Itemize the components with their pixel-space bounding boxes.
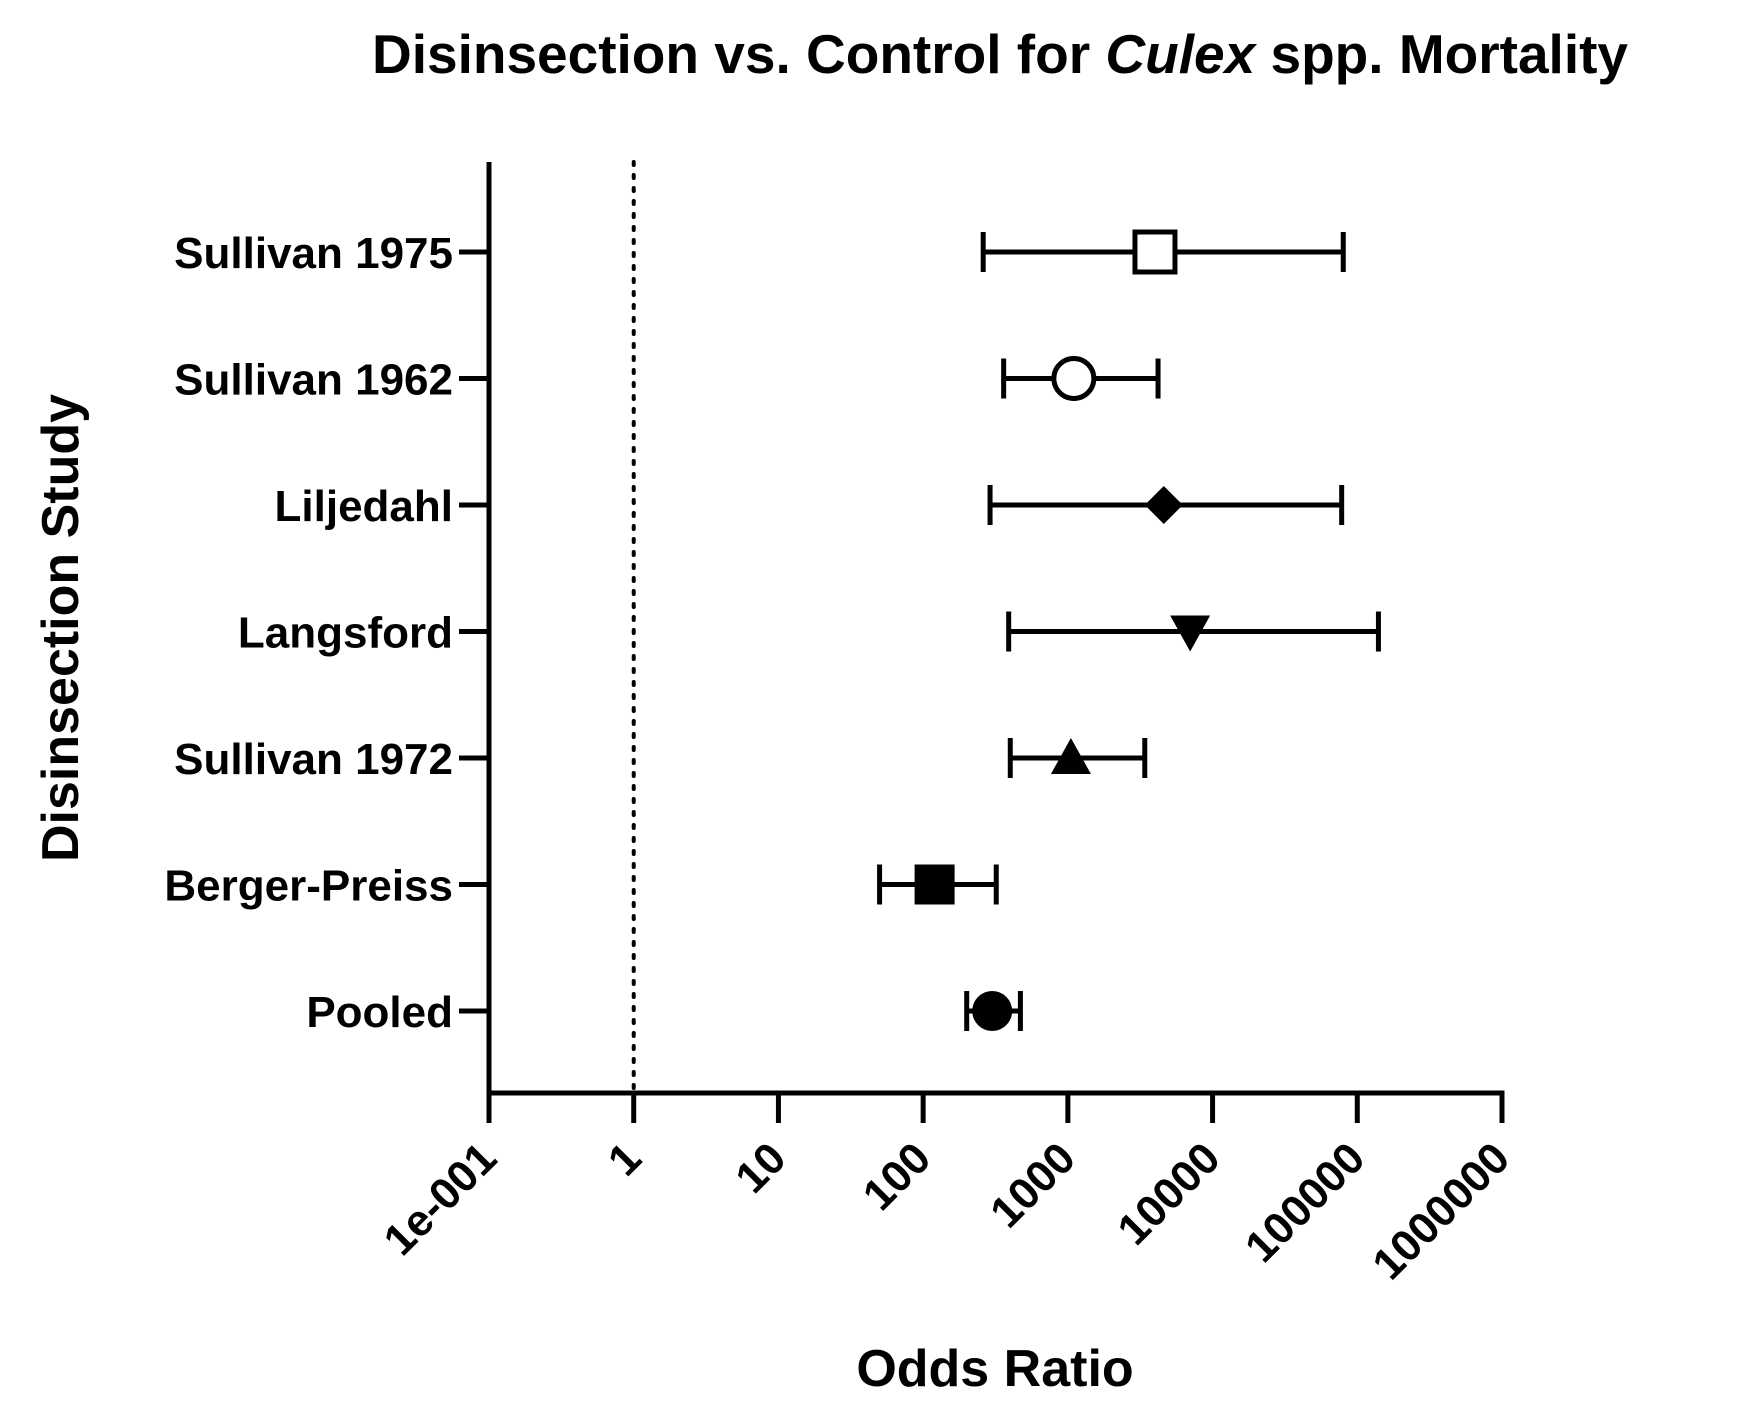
study-row bbox=[980, 229, 1346, 275]
chart-title-part: Disinsection vs. Control for bbox=[372, 23, 1105, 85]
study-label: Pooled bbox=[306, 988, 453, 1037]
chart-title: Disinsection vs. Control for Culex spp. … bbox=[372, 23, 1628, 85]
point-estimate-marker bbox=[1144, 486, 1183, 524]
point-estimate-marker bbox=[1170, 615, 1211, 652]
study-row bbox=[1001, 356, 1161, 401]
x-tick-label: 1000 bbox=[981, 1133, 1085, 1237]
point-estimate-marker bbox=[1050, 738, 1091, 774]
x-tick-label: 1e-001 bbox=[375, 1133, 507, 1265]
point-estimate-marker bbox=[1051, 356, 1097, 401]
x-axis-title: Odds Ratio bbox=[856, 1340, 1133, 1398]
study-row bbox=[877, 864, 999, 905]
point-estimate-marker bbox=[1132, 229, 1178, 275]
x-tick-label: 1 bbox=[599, 1133, 651, 1185]
study-label: Berger-Preiss bbox=[164, 862, 453, 911]
study-row bbox=[1006, 611, 1381, 652]
x-tick-label: 1000000 bbox=[1363, 1133, 1519, 1289]
study-row bbox=[987, 485, 1345, 525]
study-label: Sullivan 1962 bbox=[174, 356, 453, 405]
study-label: Langsford bbox=[238, 609, 453, 658]
x-tick-label: 10 bbox=[726, 1133, 795, 1202]
x-tick-label: 10000 bbox=[1108, 1133, 1229, 1254]
study-label: Sullivan 1975 bbox=[174, 229, 453, 278]
study-label: Liljedahl bbox=[275, 482, 453, 531]
chart-title-part: Culex bbox=[1105, 23, 1257, 85]
point-estimate-marker bbox=[914, 864, 955, 905]
x-tick-label: 100000 bbox=[1236, 1133, 1374, 1271]
y-axis-title: Disinsection Study bbox=[32, 394, 90, 862]
study-row bbox=[964, 991, 1023, 1031]
study-label: Sullivan 1972 bbox=[174, 735, 453, 784]
point-estimate-marker bbox=[972, 991, 1013, 1031]
chart-title-part: spp. Mortality bbox=[1255, 23, 1628, 85]
study-row bbox=[1007, 738, 1148, 778]
x-tick-label: 100 bbox=[854, 1133, 941, 1220]
